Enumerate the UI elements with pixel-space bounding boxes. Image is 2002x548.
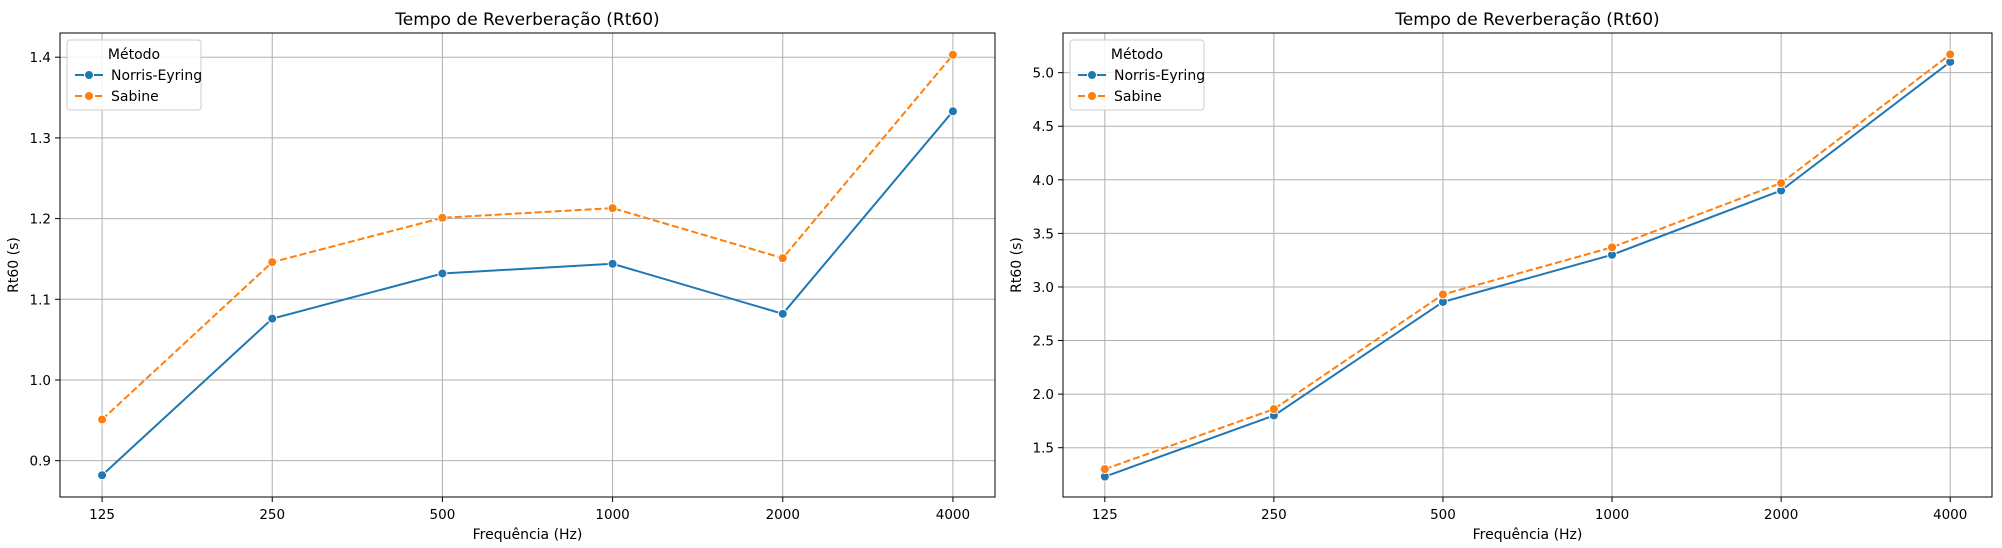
legend-title: Método (1111, 47, 1163, 63)
y-tick-label: 1.3 (30, 131, 51, 147)
legend: Método Norris-Eyring Sabine (1069, 39, 1205, 111)
y-tick-label: 4.0 (1033, 173, 1054, 189)
x-tick-label: 250 (1261, 507, 1287, 523)
x-tick-label: 2000 (766, 507, 800, 523)
x-tick-label: 500 (1430, 507, 1456, 523)
y-axis-label: Rt60 (s) (1009, 237, 1025, 293)
data-point (1776, 178, 1787, 189)
data-point (1099, 464, 1110, 475)
data-point (97, 414, 108, 425)
y-axis-label: Rt60 (s) (6, 237, 22, 293)
series-norris-eyring (97, 106, 958, 481)
x-tick-label: 4000 (936, 507, 970, 523)
y-tick-label: 4.5 (1033, 119, 1054, 135)
series-line (101, 110, 954, 476)
axes-frame (1062, 32, 1993, 498)
data-point (1945, 49, 1956, 60)
series-line (1104, 53, 1951, 471)
legend-marker (84, 91, 94, 101)
x-tick-label: 250 (259, 507, 285, 523)
axes-frame (59, 32, 996, 498)
x-tick-label: 1000 (1595, 507, 1629, 523)
legend-label: Sabine (1114, 89, 1162, 105)
legend-box (66, 39, 202, 111)
legend-label: Norris-Eyring (1114, 68, 1205, 84)
y-tick-label: 1.4 (30, 50, 51, 66)
data-point (1437, 289, 1448, 300)
y-tick-label: 2.5 (1033, 334, 1054, 350)
data-point (437, 268, 448, 279)
chart-1: 125 250 500 1000 2000 4000 0.9 1.0 1.1 1.2 1.3 1.4 F… (6, 10, 996, 543)
data-point (437, 212, 448, 223)
data-point (267, 313, 278, 324)
legend-label: Norris-Eyring (111, 68, 202, 84)
y-tick-label: 2.0 (1033, 387, 1054, 403)
y-tick-label: 1.0 (30, 373, 51, 389)
data-point (607, 258, 618, 269)
y-tick-label: 0.9 (30, 454, 51, 470)
chart-title: Tempo de Reverberação (Rt60) (1394, 10, 1659, 30)
x-tick-label: 500 (430, 507, 456, 523)
data-point (1268, 404, 1279, 415)
x-tick-label: 4000 (1933, 507, 1967, 523)
series-sabine (97, 49, 958, 425)
y-tick-label: 1.1 (30, 292, 51, 308)
y-tick-label: 3.0 (1033, 280, 1054, 296)
legend-marker (1087, 70, 1097, 80)
data-point (947, 106, 958, 117)
x-tick-label: 125 (89, 507, 115, 523)
y-tick-label: 1.5 (1033, 441, 1054, 457)
x-axis-label: Frequência (Hz) (473, 527, 583, 543)
chart-title: Tempo de Reverberação (Rt60) (394, 10, 659, 30)
data-point (777, 308, 788, 319)
legend-title: Método (108, 47, 160, 63)
y-tick-label: 1.2 (30, 212, 51, 228)
data-point (1607, 242, 1618, 253)
series-norris-eyring (1099, 56, 1956, 482)
data-point (947, 49, 958, 60)
legend: Método Norris-Eyring Sabine (66, 39, 202, 111)
data-point (97, 470, 108, 481)
series-sabine (1099, 49, 1956, 475)
legend-box (1069, 39, 1205, 111)
data-point (267, 257, 278, 268)
chart-2: 125 250 500 1000 2000 4000 1.5 2.0 2.5 3.0 3.5 4.0 4… (1009, 10, 1993, 543)
y-tick-label: 3.5 (1033, 226, 1054, 242)
x-tick-label: 1000 (595, 507, 629, 523)
x-tick-label: 2000 (1764, 507, 1798, 523)
x-tick-label: 125 (1092, 507, 1118, 523)
y-tick-label: 5.0 (1033, 66, 1054, 82)
data-point (607, 203, 618, 214)
legend-marker (84, 70, 94, 80)
x-axis-label: Frequência (Hz) (1473, 527, 1583, 543)
data-point (777, 253, 788, 264)
series-line (101, 54, 954, 421)
series-line (1104, 61, 1951, 478)
legend-label: Sabine (111, 89, 159, 105)
legend-marker (1087, 91, 1097, 101)
